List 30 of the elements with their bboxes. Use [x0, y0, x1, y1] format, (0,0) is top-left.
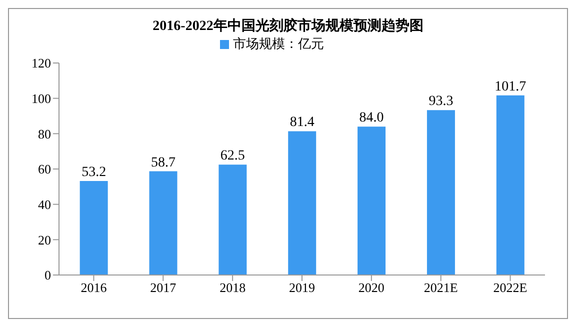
data-label: 84.0	[359, 110, 384, 126]
data-label: 81.4	[290, 115, 314, 130]
x-tick-label: 2019	[289, 280, 315, 296]
data-label: 58.7	[151, 155, 176, 170]
bar	[496, 95, 524, 275]
data-label: 101.7	[494, 79, 526, 94]
y-tick-label: 40	[38, 196, 51, 212]
data-label: 53.2	[82, 165, 106, 180]
bar	[149, 171, 178, 275]
x-tick-label: 2018	[220, 280, 246, 296]
bar	[288, 131, 316, 275]
y-tick-label: 100	[32, 90, 51, 106]
y-tick-label: 60	[38, 162, 51, 177]
data-label: 93.3	[428, 94, 454, 110]
x-tick-label: 2016	[80, 280, 108, 296]
y-tick-label: 0	[44, 268, 51, 283]
x-tick-label: 2021E	[424, 280, 458, 296]
y-tick-label: 20	[38, 232, 51, 248]
chart-title: 2016-2022年中国光刻胶市场规模预测趋势图	[152, 17, 424, 35]
y-tick-label: 80	[38, 126, 51, 142]
bar	[426, 110, 455, 275]
x-tick-label: 2022E	[493, 280, 528, 296]
bar	[218, 164, 247, 275]
y-tick-label: 120	[32, 56, 51, 71]
x-tick-label: 2017	[150, 280, 177, 296]
bar	[80, 181, 108, 275]
legend-label: 市场规模：亿元	[233, 37, 324, 52]
bar	[358, 126, 386, 275]
data-label: 62.5	[220, 148, 245, 164]
x-tick-label: 2020	[358, 280, 384, 296]
